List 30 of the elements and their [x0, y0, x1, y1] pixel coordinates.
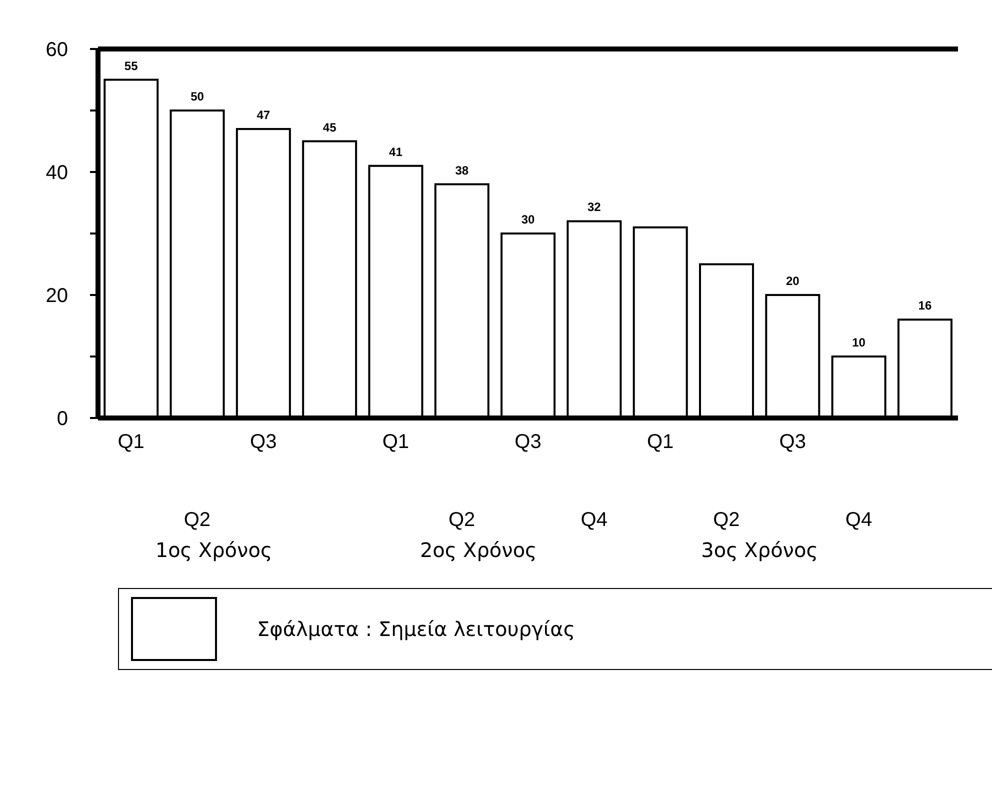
data-label: 20: [786, 274, 800, 288]
y-tick-label: 60: [46, 39, 68, 61]
data-label: 32: [588, 200, 602, 214]
x-tick-label: Q2: [448, 509, 476, 531]
data-label: 30: [521, 212, 536, 226]
data-label: 38: [455, 163, 469, 178]
data-label: 16: [918, 298, 932, 313]
x-tick-label: Q1: [646, 431, 674, 453]
text: 2ος Χρόνος: [418, 538, 538, 562]
x-tick-label: Q4: [580, 509, 608, 531]
x-tick-label: Q3: [514, 431, 542, 453]
x-tick-label: Q1: [118, 431, 144, 453]
y-tick-label: 0: [56, 408, 68, 430]
data-label: 50: [190, 90, 204, 104]
x-tick-label: Q2: [713, 509, 740, 531]
text: 3ος Χρόνος: [700, 538, 819, 562]
y-tick-label: 20: [46, 285, 68, 307]
data-label: 45: [322, 120, 337, 134]
x-tick-label: Q1: [382, 431, 410, 453]
y-tick-label: 40: [46, 162, 68, 184]
data-label: 10: [852, 336, 866, 350]
text: Σφάλματα : Σημεία λειτουργίας: [257, 617, 576, 641]
data-label: 41: [389, 144, 403, 159]
x-tick-label: Q3: [779, 431, 806, 453]
data-label: 47: [256, 108, 270, 122]
data-label: 55: [124, 58, 138, 73]
x-tick-label: Q3: [250, 431, 277, 453]
x-tick-label: Q2: [184, 509, 211, 531]
text: 1ος Χρόνος: [154, 538, 274, 562]
x-tick-label: Q4: [845, 509, 872, 531]
